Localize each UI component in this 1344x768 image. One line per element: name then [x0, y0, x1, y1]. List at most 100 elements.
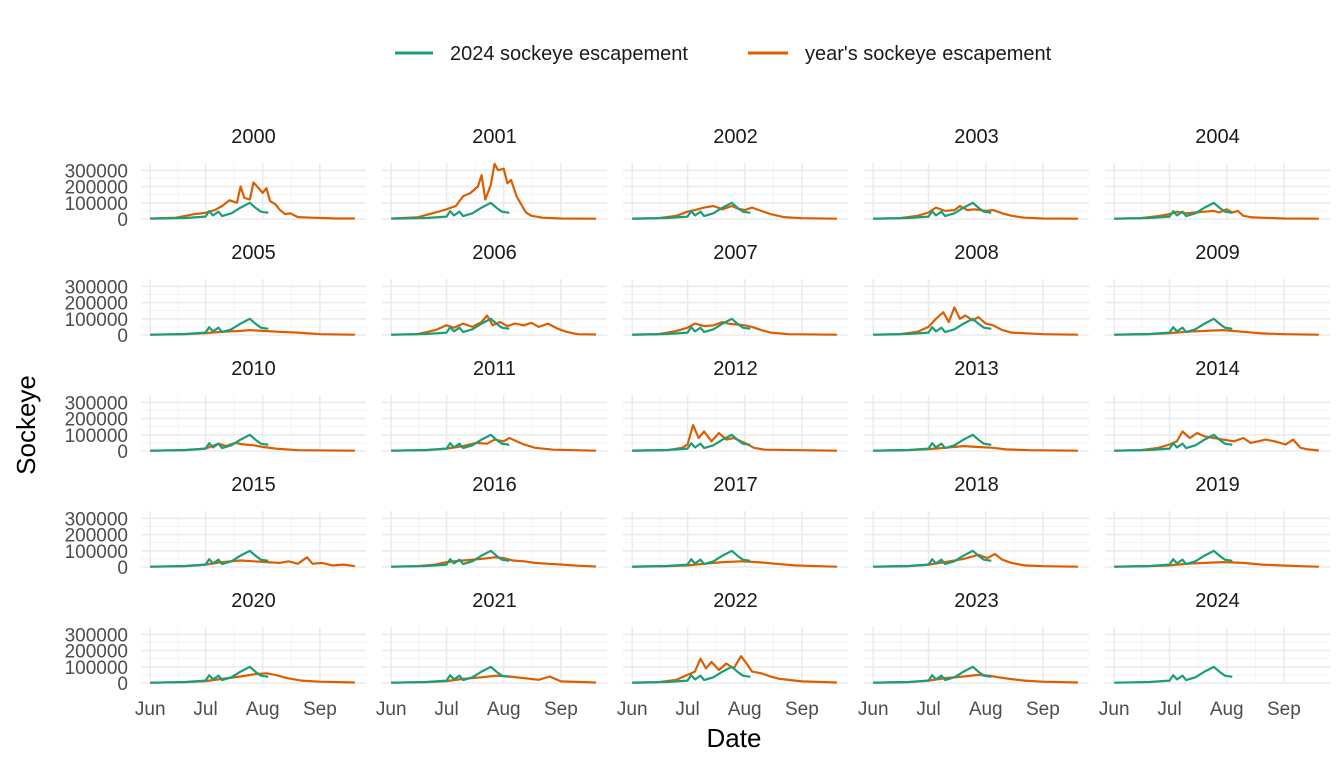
facet-strip-label: 2014 — [1195, 358, 1240, 380]
facet-panel: 2022 Jun Jul Aug Sep — [617, 590, 848, 720]
series-line-year — [391, 556, 596, 568]
series-line-2024 — [150, 317, 269, 336]
x-tick-label: Aug — [246, 699, 280, 720]
facet-panel: 2001 — [382, 126, 607, 220]
facet-strip-label: 2010 — [231, 358, 276, 380]
facet-strip-label: 2002 — [713, 126, 758, 148]
series-line-2024 — [873, 201, 992, 220]
facet-panel: 2009 — [1105, 242, 1330, 336]
facet-strip-label: 2017 — [713, 474, 758, 496]
series-line-2024 — [632, 665, 751, 684]
facet-panel: 2004 — [1105, 126, 1330, 220]
x-tick-label: Aug — [1210, 699, 1244, 720]
series-line-year — [391, 162, 596, 220]
series-line-year — [632, 204, 837, 220]
series-line-2024 — [632, 317, 751, 336]
series-line-year — [632, 655, 837, 684]
x-tick-label: Sep — [785, 699, 819, 720]
facet-panel: 2019 — [1105, 474, 1330, 568]
facet-panel: 2008 — [864, 242, 1089, 336]
facet-strip-label: 2000 — [231, 126, 276, 148]
series-line-year — [873, 306, 1078, 336]
facet-strip-label: 2024 — [1195, 590, 1240, 612]
series-line-2024 — [391, 665, 510, 684]
facet-strip-label: 2013 — [954, 358, 999, 380]
y-tick-label: 0 — [117, 326, 128, 347]
series-line-2024 — [150, 433, 269, 452]
facet-strip-label: 2018 — [954, 474, 999, 496]
y-tick-label: 0 — [117, 558, 128, 579]
series-line-2024 — [873, 433, 992, 452]
series-line-2024 — [391, 201, 510, 220]
series-line-2024 — [391, 317, 510, 336]
series-line-2024 — [632, 201, 751, 220]
y-tick-label: 100000 — [65, 426, 128, 447]
x-tick-label: Sep — [1026, 699, 1060, 720]
facet-panel: 2016 — [382, 474, 607, 568]
x-tick-label: Jun — [1099, 699, 1130, 720]
series-line-2024 — [150, 549, 269, 568]
facet-strip-label: 2012 — [713, 358, 758, 380]
facet-strip-label: 2021 — [472, 590, 517, 612]
y-tick-label: 200000 — [65, 294, 128, 315]
facet-panel: 2007 — [623, 242, 848, 336]
facet-strip-label: 2011 — [473, 358, 516, 380]
x-tick-label: Sep — [544, 699, 578, 720]
facet-panel: 2013 — [864, 358, 1089, 452]
x-tick-label: Jul — [1157, 699, 1181, 720]
facet-strip-label: 2004 — [1195, 126, 1240, 148]
series-line-2024 — [1114, 201, 1233, 220]
facet-panel: 2012 — [623, 358, 848, 452]
series-line-year — [1114, 208, 1319, 220]
x-tick-label: Jul — [675, 699, 699, 720]
y-tick-label: 300000 — [65, 277, 128, 298]
series-line-2024 — [873, 665, 992, 684]
x-tick-label: Aug — [728, 699, 762, 720]
series-line-year — [391, 436, 596, 452]
legend-label-2024: 2024 sockeye escapement — [450, 43, 688, 65]
facet-strip-label: 2019 — [1195, 474, 1240, 496]
facet-strip-label: 2015 — [231, 474, 276, 496]
x-tick-label: Jul — [916, 699, 940, 720]
facet-panel: 2018 — [864, 474, 1089, 568]
y-tick-label: 0 — [117, 210, 128, 231]
y-tick-label: 300000 — [65, 161, 128, 182]
series-line-2024 — [391, 433, 510, 452]
x-axis-title: Date — [707, 723, 762, 753]
x-tick-label: Jun — [617, 699, 648, 720]
series-line-year — [632, 423, 837, 452]
series-line-2024 — [1114, 433, 1233, 452]
series-line-year — [391, 314, 596, 336]
series-line-2024 — [632, 549, 751, 568]
y-tick-label: 300000 — [65, 393, 128, 414]
facet-strip-label: 2009 — [1195, 242, 1240, 264]
x-tick-label: Jun — [858, 699, 889, 720]
facet-panel: 2011 — [382, 358, 607, 452]
series-line-2024 — [150, 665, 269, 684]
series-line-2024 — [632, 433, 751, 452]
facet-panel: 2017 — [623, 474, 848, 568]
facet-strip-label: 2001 — [472, 126, 517, 148]
facet-strip-label: 2020 — [231, 590, 276, 612]
x-tick-label: Jul — [193, 699, 217, 720]
legend-label-year: year's sockeye escapement — [805, 43, 1052, 65]
series-line-year — [632, 320, 837, 336]
y-tick-label: 200000 — [65, 642, 128, 663]
y-tick-label: 0 — [117, 674, 128, 695]
y-tick-label: 100000 — [65, 194, 128, 215]
series-line-2024 — [873, 549, 992, 568]
facet-panel: 2021 Jun Jul Aug Sep — [376, 590, 607, 720]
y-tick-label: 200000 — [65, 178, 128, 199]
x-tick-label: Jun — [376, 699, 407, 720]
facet-panel: 2014 — [1105, 358, 1330, 452]
x-tick-label: Aug — [969, 699, 1003, 720]
x-tick-label: Sep — [1267, 699, 1301, 720]
series-line-2024 — [1114, 665, 1233, 684]
y-tick-label: 200000 — [65, 526, 128, 547]
y-tick-label: 300000 — [65, 509, 128, 530]
y-tick-label: 300000 — [65, 625, 128, 646]
series-line-2024 — [1114, 549, 1233, 568]
facet-panel: 2024 Jun Jul Aug Sep — [1099, 590, 1330, 720]
